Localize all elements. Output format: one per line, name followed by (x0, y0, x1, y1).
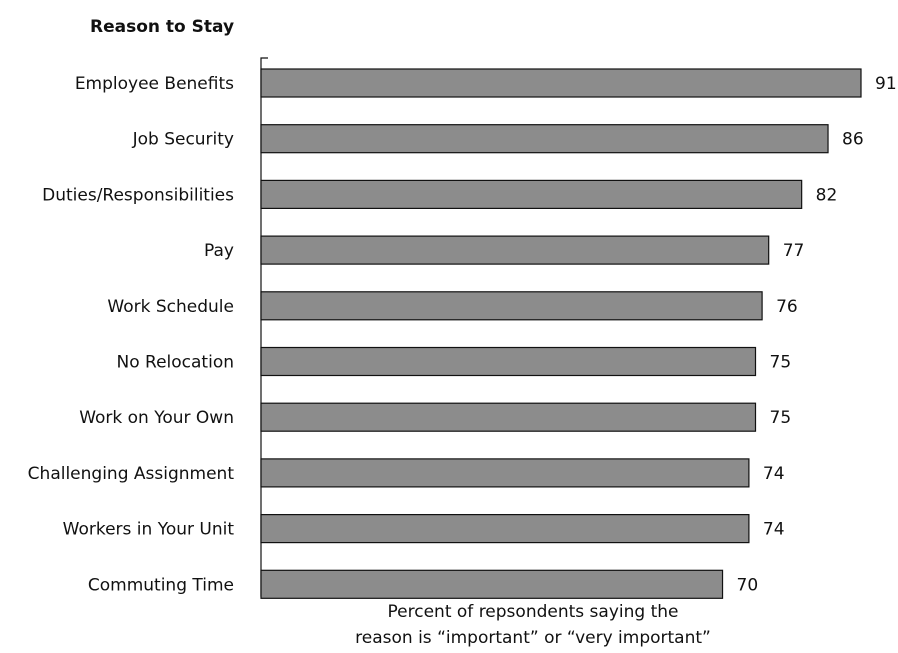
bar-4 (260, 235, 770, 265)
bar-5 (260, 291, 763, 321)
category-label-7: Work on Your Own (79, 408, 234, 428)
bar-1 (260, 68, 862, 98)
category-label-4: Pay (204, 241, 234, 261)
value-label-5: 76 (776, 297, 798, 317)
chart-title: Reason to Stay (90, 17, 234, 37)
bar-7 (260, 402, 757, 432)
value-label-8: 74 (763, 464, 785, 484)
value-label-7: 75 (770, 408, 792, 428)
bar-2 (260, 124, 829, 154)
category-label-1: Employee Benefits (75, 74, 234, 94)
x-axis-label-line-1: Percent of repsondents saying the (388, 602, 679, 622)
category-label-9: Workers in Your Unit (63, 520, 235, 540)
value-label-2: 86 (842, 130, 864, 150)
category-label-2: Job Security (132, 130, 234, 150)
bar-10 (260, 569, 724, 599)
category-label-8: Challenging Assignment (28, 464, 235, 484)
category-label-10: Commuting Time (88, 575, 234, 595)
category-label-3: Duties/Responsibilities (42, 185, 234, 205)
value-label-6: 75 (770, 353, 792, 373)
value-label-4: 77 (783, 241, 805, 261)
value-label-10: 70 (737, 575, 759, 595)
bar-9 (260, 513, 750, 544)
value-label-1: 91 (875, 74, 897, 94)
bar-8 (260, 458, 750, 488)
value-label-3: 82 (816, 185, 838, 205)
value-label-9: 74 (763, 520, 785, 540)
category-label-5: Work Schedule (107, 297, 234, 317)
bar-series: Employee Benefits 91 Job Security 86 Duties/… (28, 68, 897, 599)
x-axis-label-line-2: reason is “important” or “very important… (355, 628, 711, 648)
category-label-6: No Relocation (117, 353, 234, 373)
bar-6 (260, 346, 757, 377)
bar-3 (260, 179, 803, 209)
